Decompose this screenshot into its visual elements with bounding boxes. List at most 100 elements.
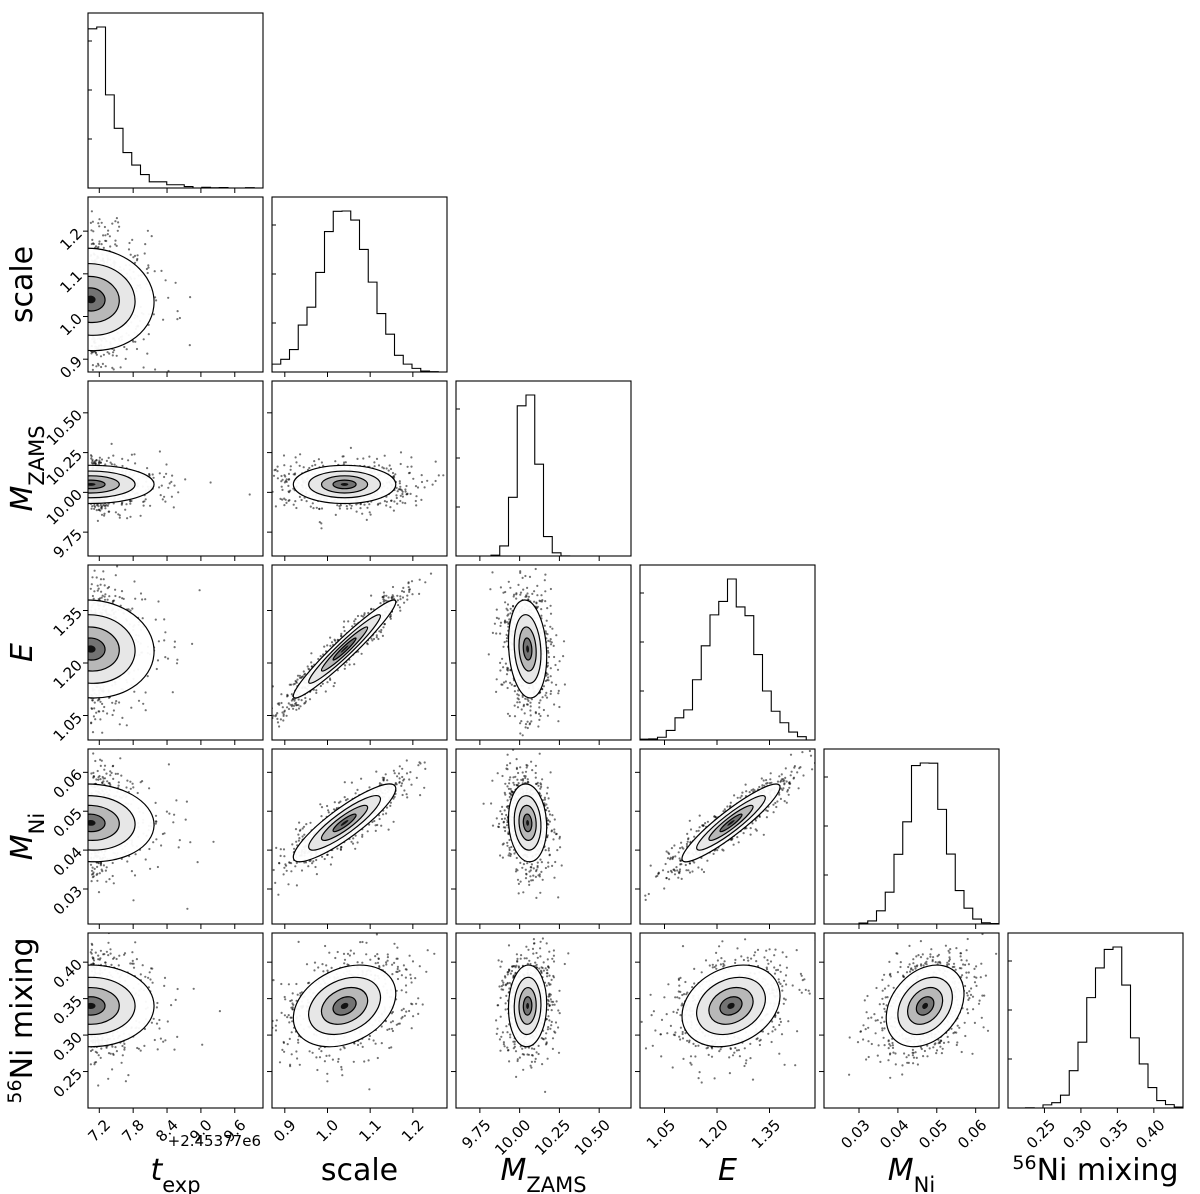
scatter-point [153, 270, 156, 273]
scatter-point [157, 600, 160, 603]
scatter-point [536, 594, 539, 597]
scatter-point [297, 704, 300, 707]
scatter-point [184, 478, 187, 481]
scatter-point [399, 462, 402, 466]
scatter-point [406, 598, 409, 601]
scatter-point [513, 690, 517, 693]
scatter-point [107, 229, 110, 232]
scatter-point [528, 723, 531, 726]
scatter-point [286, 706, 289, 709]
scatter-point [349, 446, 352, 449]
scatter-point [154, 368, 157, 371]
scatter-point [544, 694, 547, 697]
scatter-point [280, 474, 283, 478]
scatter-point [92, 242, 95, 246]
scatter-point [399, 598, 402, 601]
scatter-point [383, 500, 386, 503]
scatter-point [383, 454, 386, 457]
scatter-t_exp-vs-scale: 0.91.01.11.2 [56, 196, 264, 382]
scatter-point [134, 597, 137, 600]
scatter-point [314, 463, 317, 466]
scatter-point [164, 631, 167, 634]
scatter-point [102, 777, 105, 780]
scatter-point [415, 495, 418, 498]
scatter-point [93, 701, 96, 704]
scatter-point [370, 637, 373, 640]
scatter-point [172, 821, 175, 824]
scatter-point [399, 451, 403, 454]
scatter-point [121, 501, 124, 504]
scatter-point [543, 624, 546, 627]
scatter-point [289, 703, 292, 706]
panel-frame-2-2 [455, 380, 632, 557]
y-tick-label-2-0-3: 10.50 [43, 406, 86, 449]
scatter-point [360, 614, 363, 618]
scatter-point [90, 772, 93, 775]
scatter-point [550, 641, 553, 644]
scatter-point [288, 683, 291, 686]
scatter-point [166, 657, 170, 660]
scatter-point [295, 461, 298, 464]
panel-content-4-0 [88, 752, 215, 910]
scatter-point [98, 459, 101, 462]
scatter-point [315, 506, 318, 509]
scatter-point [509, 681, 512, 685]
scatter-point [505, 621, 509, 624]
scatter-point [517, 583, 520, 587]
scatter-point [385, 504, 388, 507]
scatter-point [341, 455, 344, 458]
scatter-point [94, 718, 97, 721]
scatter-point [139, 592, 143, 595]
scatter-point [133, 580, 136, 583]
scatter-point [130, 499, 133, 503]
scatter-point [530, 698, 534, 701]
scatter-point [131, 607, 134, 610]
scatter-point [505, 673, 509, 676]
scatter-point [303, 673, 306, 676]
scatter-point [154, 820, 158, 823]
scatter-point [126, 779, 129, 782]
scatter-point [368, 511, 371, 514]
scatter-point [398, 482, 401, 485]
scatter-point [99, 758, 102, 761]
scatter-point [99, 700, 102, 703]
scatter-point [547, 639, 550, 643]
scatter-point [406, 493, 409, 496]
scatter-point [93, 377, 95, 379]
scatter-point [543, 579, 546, 582]
scatter-point [146, 352, 149, 355]
scatter-point [436, 559, 438, 561]
scatter-point [296, 674, 300, 677]
scatter-point [106, 233, 109, 236]
scatter-point [116, 772, 119, 775]
scatter-point [100, 759, 103, 762]
scatter-point [248, 493, 251, 496]
scatter-point [538, 718, 541, 722]
scatter-point [99, 461, 102, 464]
scatter-point [99, 578, 103, 581]
scatter-point [338, 505, 341, 508]
scatter-point [536, 584, 539, 588]
scatter-point [529, 701, 532, 704]
scatter-point [531, 592, 534, 596]
scatter-point [505, 640, 508, 643]
scatter-point [292, 704, 296, 708]
scatter-point [546, 649, 550, 653]
scatter-point [102, 353, 105, 356]
y-tick-label-1-0-1: 1.0 [56, 310, 86, 340]
scatter-point [95, 353, 98, 356]
scatter-point [129, 780, 132, 783]
scatter-point [212, 840, 215, 843]
scatter-point [91, 459, 94, 463]
scatter-point [517, 689, 520, 692]
scatter-point [547, 651, 550, 654]
scatter-point [549, 643, 553, 646]
scatter-point [406, 465, 409, 468]
scatter-point [147, 333, 150, 336]
scatter-point [366, 643, 369, 646]
scatter-point [410, 456, 413, 459]
scatter-point [347, 620, 350, 623]
scatter-point [154, 296, 157, 299]
scatter-point [113, 349, 116, 352]
scatter-point [523, 712, 526, 715]
